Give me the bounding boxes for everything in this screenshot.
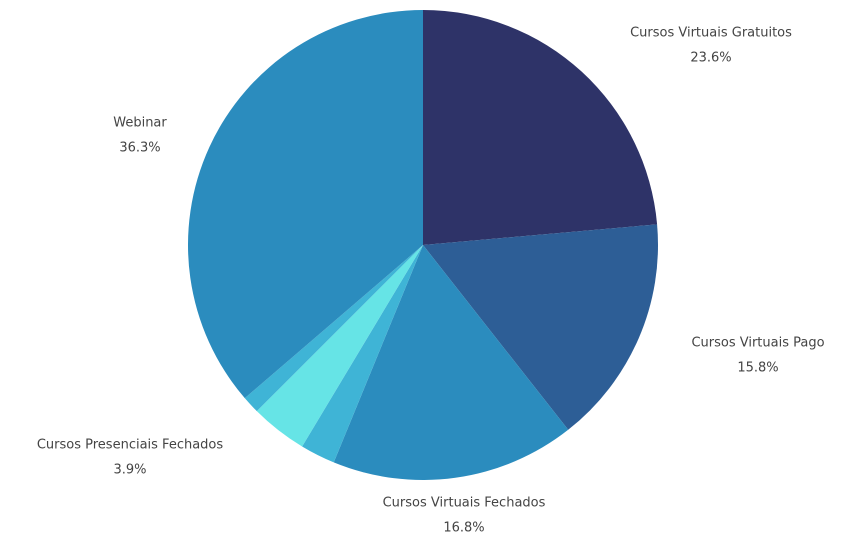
slice-value-label: 3.9% — [113, 463, 146, 478]
pie-slice — [244, 245, 423, 412]
slice-label: Cursos Presenciais Fechados — [37, 438, 224, 453]
slice-value-label: 36.3% — [119, 141, 160, 156]
slice-label: Cursos Virtuais Fechados — [383, 496, 546, 511]
pie-slice — [333, 245, 569, 481]
slice-label: Webinar — [113, 116, 167, 131]
slice-value-label: 23.6% — [690, 51, 731, 66]
slice-value-label: 15.8% — [737, 361, 778, 376]
pie-slice — [423, 224, 658, 430]
slice-label: Cursos Virtuais Gratuitos — [630, 26, 792, 41]
pie-slice — [302, 245, 423, 463]
pie-slice — [256, 245, 423, 447]
slice-value-label: 16.8% — [443, 521, 484, 536]
pie-slice — [187, 10, 423, 399]
pie-slice — [423, 10, 658, 245]
slice-label: Cursos Virtuais Pago — [691, 336, 824, 351]
